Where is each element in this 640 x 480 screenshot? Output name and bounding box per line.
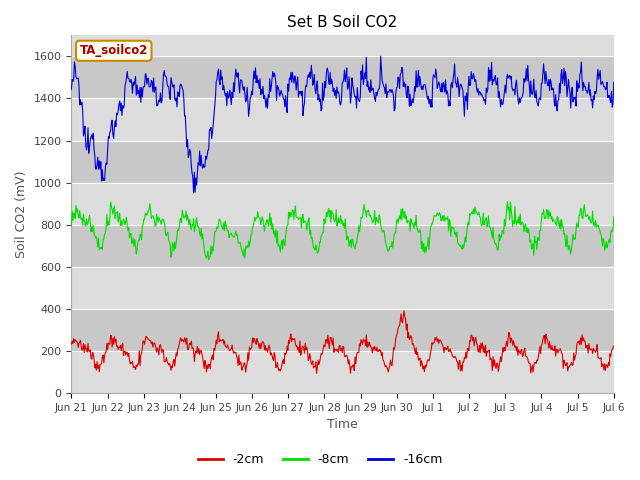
Bar [72, 141, 614, 183]
Bar [72, 36, 614, 56]
Y-axis label: Soil CO2 (mV): Soil CO2 (mV) [15, 170, 28, 258]
Bar [72, 225, 614, 267]
Bar [72, 98, 614, 141]
Bar [72, 183, 614, 225]
Legend: -2cm, -8cm, -16cm: -2cm, -8cm, -16cm [193, 448, 447, 471]
Title: Set B Soil CO2: Set B Soil CO2 [287, 15, 397, 30]
Bar [72, 351, 614, 393]
X-axis label: Time: Time [327, 419, 358, 432]
Text: TA_soilco2: TA_soilco2 [79, 44, 148, 57]
Bar [72, 267, 614, 309]
Bar [72, 309, 614, 351]
Bar [72, 56, 614, 98]
